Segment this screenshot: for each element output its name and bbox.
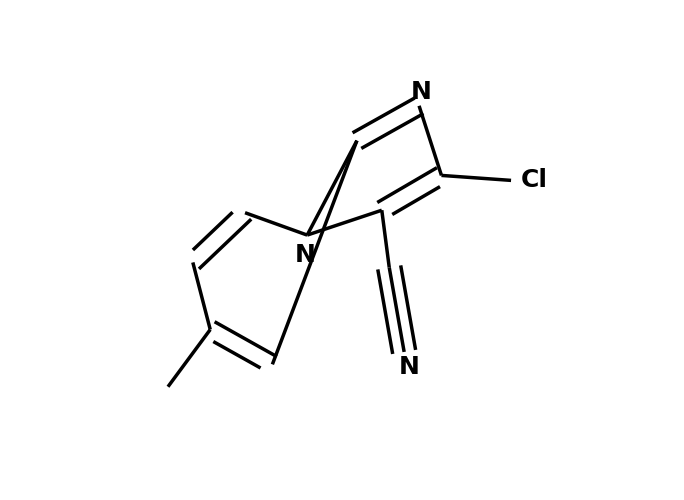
- Text: N: N: [411, 80, 432, 104]
- Text: N: N: [399, 355, 419, 379]
- Text: Cl: Cl: [521, 168, 548, 192]
- Text: N: N: [294, 243, 315, 267]
